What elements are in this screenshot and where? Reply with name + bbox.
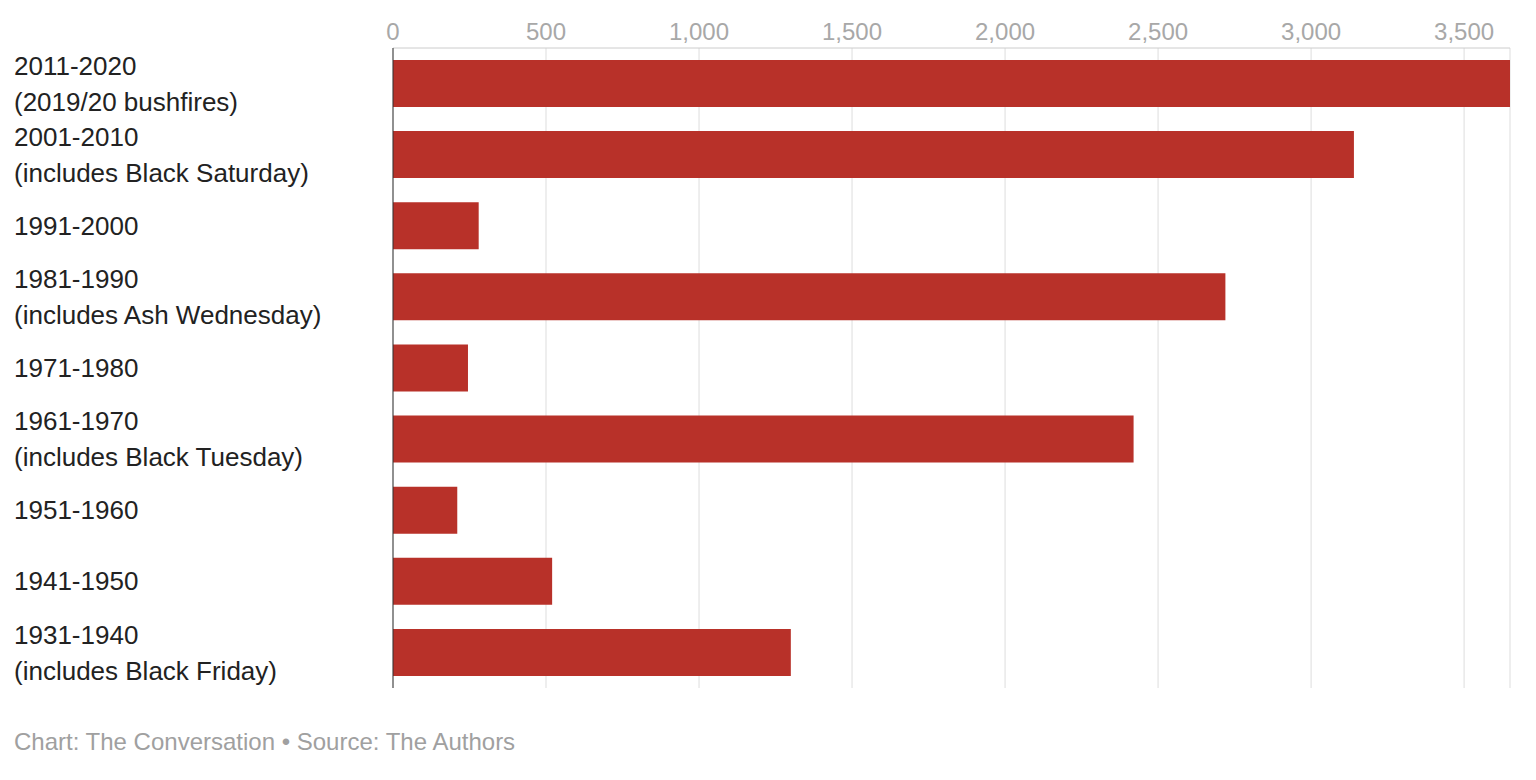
svg-text:1991-2000: 1991-2000: [14, 211, 138, 241]
html-text:Chart: The Conversation • Sour: Chart: The Conversation • Source: The Au…: [14, 728, 516, 755]
svg-text:1,000: 1,000: [669, 18, 729, 45]
svg-text:1961-1970: 1961-1970: [14, 406, 138, 436]
svg-text:(includes Black Tuesday): (includes Black Tuesday): [14, 442, 303, 472]
svg-text:(2019/20 bushfires): (2019/20 bushfires): [14, 87, 238, 117]
svg-text:1931-1940: 1931-1940: [14, 620, 138, 650]
svg-text:(includes Ash Wednesday): (includes Ash Wednesday): [14, 300, 321, 330]
svg-text:(includes Black Friday): (includes Black Friday): [14, 656, 277, 686]
svg-text:2,000: 2,000: [975, 18, 1035, 45]
svg-text:1941-1950: 1941-1950: [14, 566, 138, 596]
svg-text:1,500: 1,500: [822, 18, 882, 45]
svg-text:2011-2020: 2011-2020: [14, 51, 136, 81]
svg-text:2,500: 2,500: [1128, 18, 1188, 45]
svg-text:(includes Black Saturday): (includes Black Saturday): [14, 158, 309, 188]
svg-text:3,000: 3,000: [1281, 18, 1341, 45]
svg-text:1971-1980: 1971-1980: [14, 353, 138, 383]
svg-text:1951-1960: 1951-1960: [14, 495, 138, 525]
svg-text:3,500: 3,500: [1434, 18, 1494, 45]
svg-text:0: 0: [386, 18, 399, 45]
svg-text:1981-1990: 1981-1990: [14, 264, 138, 294]
svg-text:500: 500: [526, 18, 566, 45]
svg-text:2001-2010: 2001-2010: [14, 122, 138, 152]
